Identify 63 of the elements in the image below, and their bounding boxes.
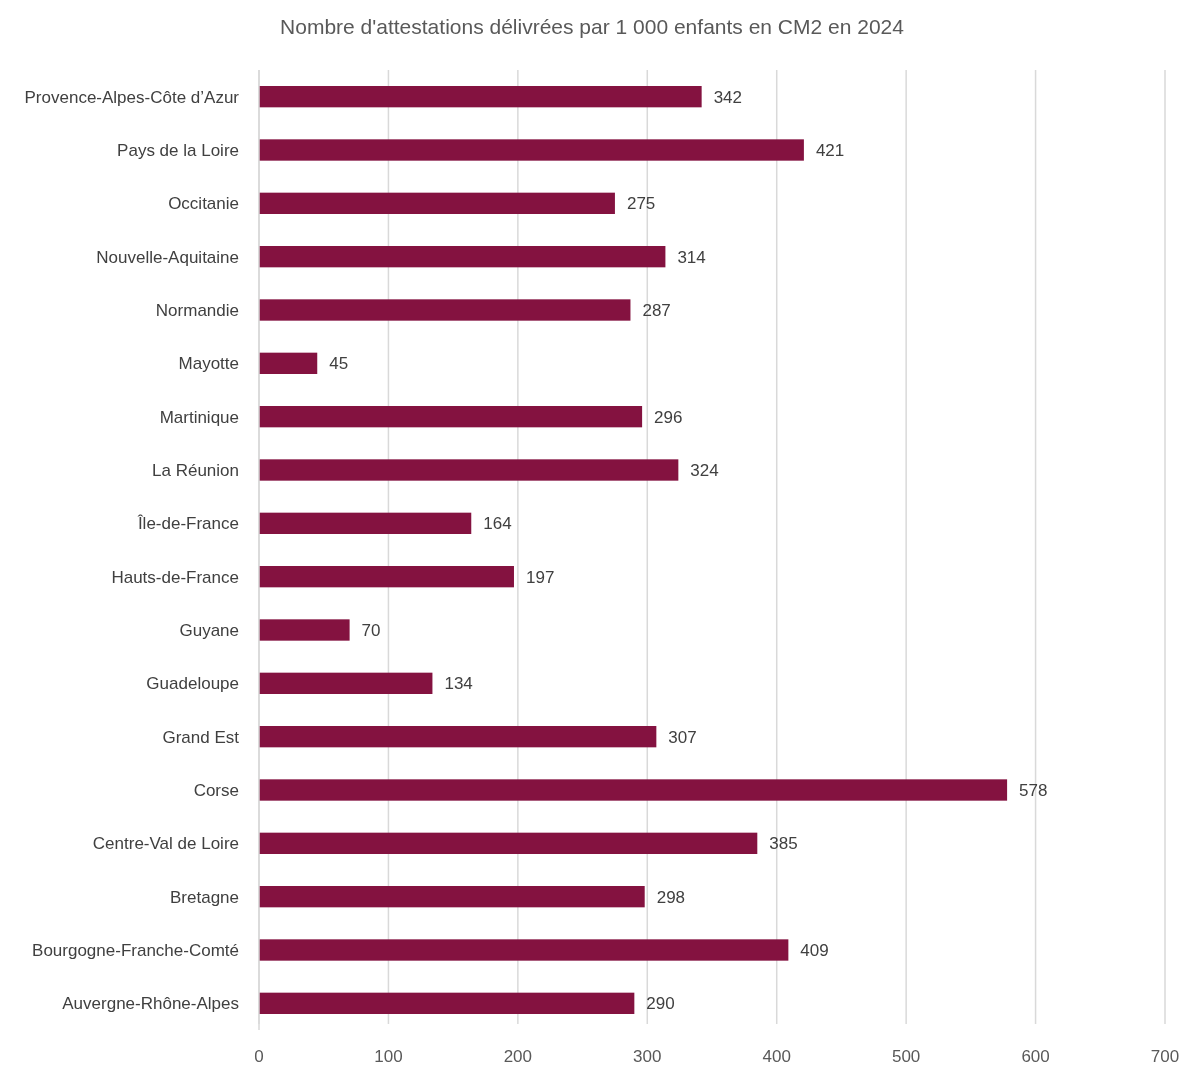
bar [259,139,804,161]
bar [259,726,657,748]
bar [259,779,1008,801]
bar [259,566,514,588]
y-tick-label: Pays de la Loire [117,140,239,160]
y-tick-label: Centre-Val de Loire [92,834,239,854]
y-tick-label: Nouvelle-Aquitaine [96,247,239,267]
bar [259,246,666,268]
x-tick-label: 0 [254,1047,264,1066]
y-tick-label: Corse [193,780,239,800]
bar [259,192,615,214]
x-tick-label: 600 [1021,1047,1050,1066]
bar [259,86,702,108]
data-label: 197 [525,567,555,587]
x-tick-label: 700 [1150,1047,1180,1066]
x-tick-label: 300 [633,1047,662,1066]
y-tick-label: La Réunion [152,460,239,480]
data-label: 314 [677,247,706,267]
data-label: 134 [444,674,473,694]
bar [259,672,433,694]
chart-title: Nombre d'attestations délivrées par 1 000 enfants en CM2 en 2024 [280,15,905,38]
bar [259,406,643,428]
x-tick-label: 500 [891,1047,921,1066]
y-tick-label: Martinique [159,407,239,427]
y-tick-label: Mayotte [178,354,239,374]
x-tick-label: 400 [762,1047,791,1066]
y-tick-label: Île-de-France [136,514,239,534]
data-label: 287 [642,300,671,320]
data-label: 290 [646,994,675,1014]
bar [259,619,350,641]
data-label: 275 [626,194,656,214]
data-label: 342 [713,87,743,107]
y-tick-label: Bretagne [170,887,239,907]
y-tick-label: Occitanie [168,194,239,214]
y-tick-label: Provence-Alpes-Côte d’Azur [24,87,240,107]
bar [259,886,645,908]
bar [259,832,758,854]
data-label: 409 [800,940,829,960]
data-label: 307 [668,727,697,747]
bar [259,459,679,481]
y-tick-label: Hauts-de-France [111,567,239,587]
bar [259,939,789,961]
y-tick-label: Normandie [155,300,239,320]
data-label: 298 [656,887,686,907]
data-label: 70 [361,620,381,640]
bar [259,299,631,321]
data-label: 164 [483,514,512,534]
bar [259,512,472,534]
y-tick-label: Bourgogne-Franche-Comté [32,940,239,960]
y-tick-label: Guadeloupe [146,674,239,694]
bar [259,352,318,374]
data-label: 578 [1019,780,1048,800]
y-tick-label: Grand Est [162,727,240,747]
data-label: 324 [690,460,719,480]
data-label: 45 [329,354,349,374]
y-tick-label: Guyane [179,620,239,640]
bar [259,992,635,1014]
data-label: 385 [769,834,798,854]
y-tick-label: Auvergne-Rhône-Alpes [62,994,239,1014]
data-label: 421 [815,140,845,160]
x-tick-label: 200 [503,1047,533,1066]
x-tick-label: 100 [374,1047,403,1066]
data-label: 296 [654,407,683,427]
